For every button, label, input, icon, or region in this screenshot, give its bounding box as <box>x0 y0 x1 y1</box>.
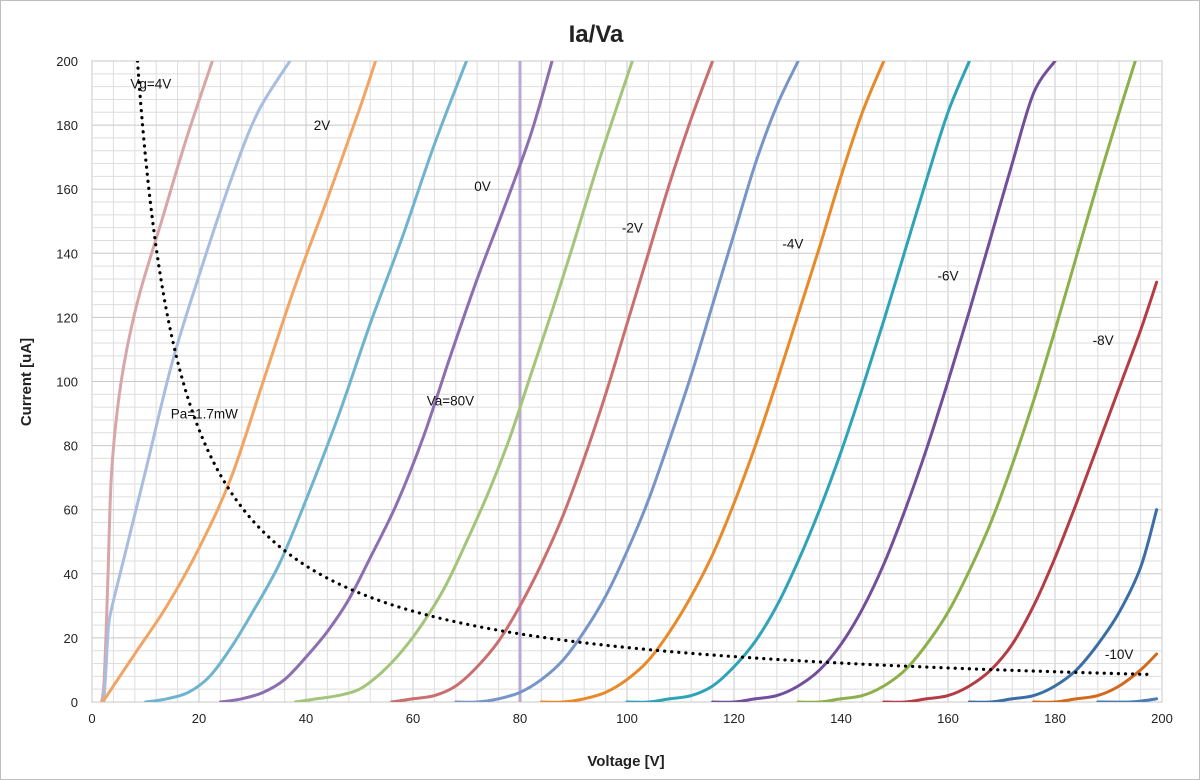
y-tick-label: 60 <box>64 503 78 518</box>
series-line-14 <box>967 508 1159 702</box>
x-tick-label: 60 <box>406 711 420 726</box>
series-line-5 <box>218 61 554 702</box>
x-tick-label: 80 <box>513 711 527 726</box>
curve-label: Pa=1.7mW <box>171 407 238 422</box>
curve-label: 2V <box>314 118 331 133</box>
y-tick-label: 180 <box>56 118 78 133</box>
y-axis-title: Current [uA] <box>18 338 35 426</box>
y-tick-label: 0 <box>71 695 78 710</box>
x-tick-label: 120 <box>723 711 745 726</box>
series-line-9 <box>539 61 886 702</box>
series-line-4 <box>144 61 468 702</box>
y-tick-label: 100 <box>56 375 78 390</box>
annotations: Vg=4V 2V 0V -2V -4V -6V -8V -10V Pa=1.7mW Va=80V <box>130 76 1133 661</box>
curve-label: -2V <box>622 221 643 236</box>
grid <box>91 60 1163 703</box>
series-line-6 <box>293 61 634 702</box>
x-axis-title: Voltage [V] <box>587 753 664 770</box>
series-line-11 <box>711 61 1057 702</box>
power-dissipation-curve <box>135 61 1153 677</box>
curve-label: 0V <box>474 179 491 194</box>
series-line-16 <box>1096 697 1159 702</box>
series-line-1 <box>100 61 214 702</box>
x-tick-label: 40 <box>299 711 313 726</box>
x-tick-label: 160 <box>937 711 959 726</box>
series-line-10 <box>625 61 971 702</box>
y-tick-label: 140 <box>56 246 78 261</box>
series-line-12 <box>796 61 1137 702</box>
series-line-3 <box>101 61 378 702</box>
curve-label: Vg=4V <box>130 76 171 91</box>
x-tick-label: 20 <box>192 711 206 726</box>
series-line-8 <box>454 61 800 702</box>
curve-label: Va=80V <box>427 394 474 409</box>
x-tick-label: 200 <box>1151 711 1173 726</box>
x-tick-label: 180 <box>1044 711 1066 726</box>
y-tick-label: 160 <box>56 182 78 197</box>
chart-title: Ia/Va <box>569 21 624 48</box>
series-line-7 <box>390 61 715 702</box>
x-tick-label: 140 <box>830 711 852 726</box>
y-tick-label: 200 <box>56 54 78 69</box>
curve-label: -10V <box>1105 647 1134 662</box>
y-tick-label: 40 <box>64 567 78 582</box>
curve-label: -4V <box>782 237 803 252</box>
series-line-15 <box>1032 652 1159 702</box>
curve-label: -8V <box>1093 333 1114 348</box>
series-group <box>100 61 1159 702</box>
x-tick-label: 100 <box>616 711 638 726</box>
tick-labels: 0 20 40 60 80 100 120 140 160 180 200 0 20 40 60 80 100 1… <box>56 54 1173 726</box>
y-tick-label: 80 <box>64 439 78 454</box>
y-tick-label: 120 <box>56 310 78 325</box>
curve-label: -6V <box>937 269 958 284</box>
series-line-13 <box>882 280 1159 702</box>
y-tick-label: 20 <box>64 631 78 646</box>
x-tick-label: 0 <box>88 711 95 726</box>
series-line-2 <box>102 61 292 702</box>
